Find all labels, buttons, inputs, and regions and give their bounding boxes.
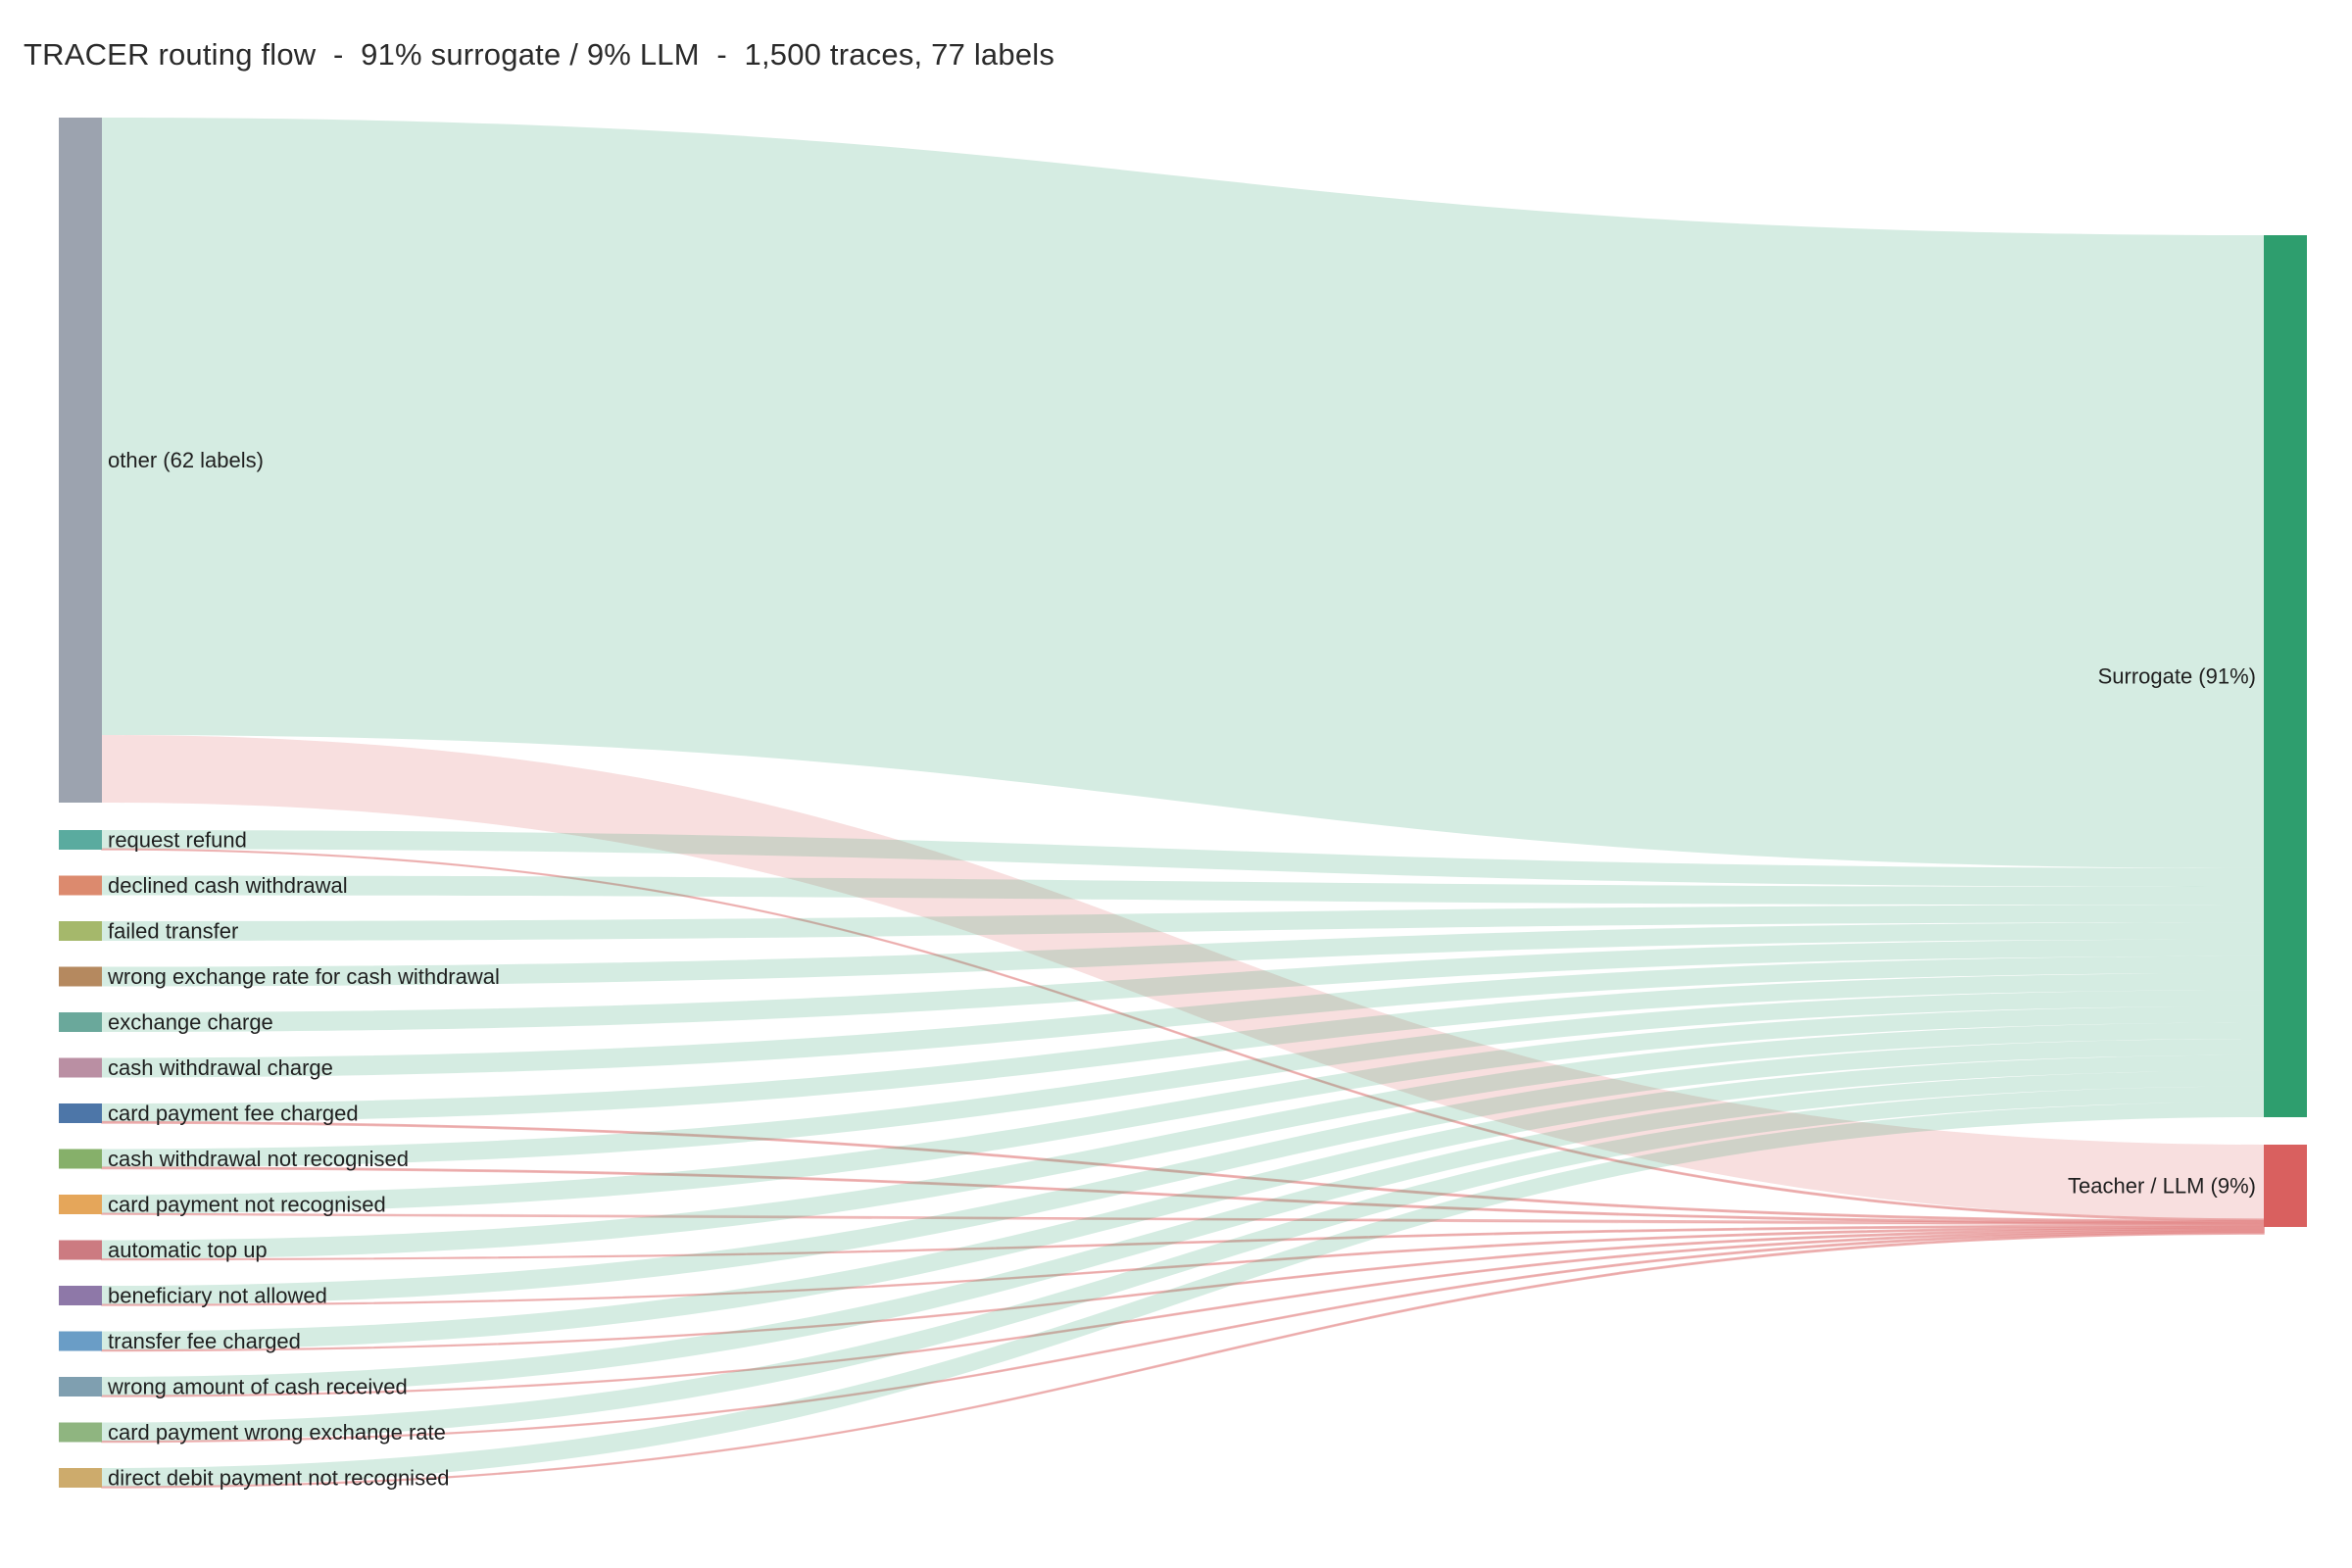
link-card-payment-fee-charged-to-surrogate bbox=[102, 972, 2264, 1122]
link-transfer-fee-charged-to-surrogate bbox=[102, 1054, 2264, 1350]
source-node-wrong-exchange-rate-for-cash-withdrawal bbox=[59, 966, 102, 987]
source-label-automatic-top-up: automatic top up bbox=[108, 1238, 268, 1262]
target-node-surrogate bbox=[2264, 235, 2307, 1117]
link-other-62-labels-to-teacher bbox=[102, 735, 2264, 1220]
source-node-automatic-top-up bbox=[59, 1240, 102, 1260]
link-automatic-top-up-to-surrogate bbox=[102, 1022, 2264, 1259]
source-label-wrong-amount-of-cash-received: wrong amount of cash received bbox=[107, 1375, 408, 1399]
source-label-other-62-labels: other (62 labels) bbox=[108, 448, 264, 472]
source-node-beneficiary-not-allowed bbox=[59, 1286, 102, 1305]
source-label-declined-cash-withdrawal: declined cash withdrawal bbox=[108, 873, 348, 898]
source-label-transfer-fee-charged: transfer fee charged bbox=[108, 1329, 301, 1353]
source-node-cash-withdrawal-charge bbox=[59, 1057, 102, 1078]
target-label-surrogate: Surrogate (91%) bbox=[2098, 664, 2256, 689]
source-label-card-payment-fee-charged: card payment fee charged bbox=[108, 1102, 359, 1126]
source-node-request-refund bbox=[59, 830, 102, 850]
source-label-wrong-exchange-rate-for-cash-withdrawal: wrong exchange rate for cash withdrawal bbox=[107, 964, 500, 989]
source-node-wrong-amount-of-cash-received bbox=[59, 1377, 102, 1396]
source-label-failed-transfer: failed transfer bbox=[108, 919, 238, 944]
link-direct-debit-payment-not-recognised-to-surrogate bbox=[102, 1102, 2264, 1488]
chart-title: TRACER routing flow - 91% surrogate / 9%… bbox=[24, 37, 1055, 72]
source-node-other-62-labels bbox=[59, 118, 102, 803]
links-group bbox=[101, 118, 2265, 1489]
source-node-card-payment-wrong-exchange-rate bbox=[59, 1422, 102, 1443]
source-label-beneficiary-not-allowed: beneficiary not allowed bbox=[108, 1284, 327, 1308]
link-direct-debit-payment-not-recognised-to-teacher bbox=[101, 1231, 2265, 1489]
link-wrong-exchange-rate-for-cash-withdrawal-to-surrogate bbox=[102, 922, 2264, 987]
link-cash-withdrawal-not-recognised-to-surrogate bbox=[102, 990, 2264, 1168]
link-cash-withdrawal-charge-to-surrogate bbox=[102, 956, 2264, 1078]
source-label-card-payment-not-recognised: card payment not recognised bbox=[108, 1193, 386, 1217]
source-label-cash-withdrawal-charge: cash withdrawal charge bbox=[108, 1055, 333, 1080]
source-node-card-payment-not-recognised bbox=[59, 1195, 102, 1214]
source-node-exchange-charge bbox=[59, 1012, 102, 1032]
link-declined-cash-withdrawal-to-surrogate bbox=[102, 875, 2264, 906]
nodes-group: other (62 labels) request refund declined … bbox=[59, 118, 2307, 1491]
target-node-teacher bbox=[2264, 1145, 2307, 1227]
link-beneficiary-not-allowed-to-surrogate bbox=[102, 1039, 2264, 1305]
link-failed-transfer-to-surrogate bbox=[102, 905, 2264, 941]
link-request-refund-to-surrogate bbox=[102, 830, 2264, 888]
target-label-teacher: Teacher / LLM (9%) bbox=[2068, 1174, 2256, 1199]
source-label-cash-withdrawal-not-recognised: cash withdrawal not recognised bbox=[108, 1147, 409, 1171]
source-node-transfer-fee-charged bbox=[59, 1331, 102, 1351]
link-other-62-labels-to-surrogate bbox=[102, 118, 2264, 868]
link-card-payment-not-recognised-to-surrogate bbox=[102, 1005, 2264, 1214]
source-node-direct-debit-payment-not-recognised bbox=[59, 1468, 102, 1488]
source-node-card-payment-fee-charged bbox=[59, 1103, 102, 1123]
source-label-card-payment-wrong-exchange-rate: card payment wrong exchange rate bbox=[108, 1420, 446, 1445]
source-label-direct-debit-payment-not-recognised: direct debit payment not recognised bbox=[108, 1466, 450, 1491]
link-wrong-amount-of-cash-received-to-surrogate bbox=[102, 1070, 2264, 1396]
source-node-cash-withdrawal-not-recognised bbox=[59, 1149, 102, 1169]
link-card-payment-wrong-exchange-rate-to-surrogate bbox=[102, 1086, 2264, 1442]
link-exchange-charge-to-surrogate bbox=[102, 939, 2264, 1032]
source-label-exchange-charge: exchange charge bbox=[108, 1010, 273, 1035]
source-node-declined-cash-withdrawal bbox=[59, 875, 102, 896]
source-label-request-refund: request refund bbox=[108, 828, 247, 853]
source-node-failed-transfer bbox=[59, 921, 102, 941]
